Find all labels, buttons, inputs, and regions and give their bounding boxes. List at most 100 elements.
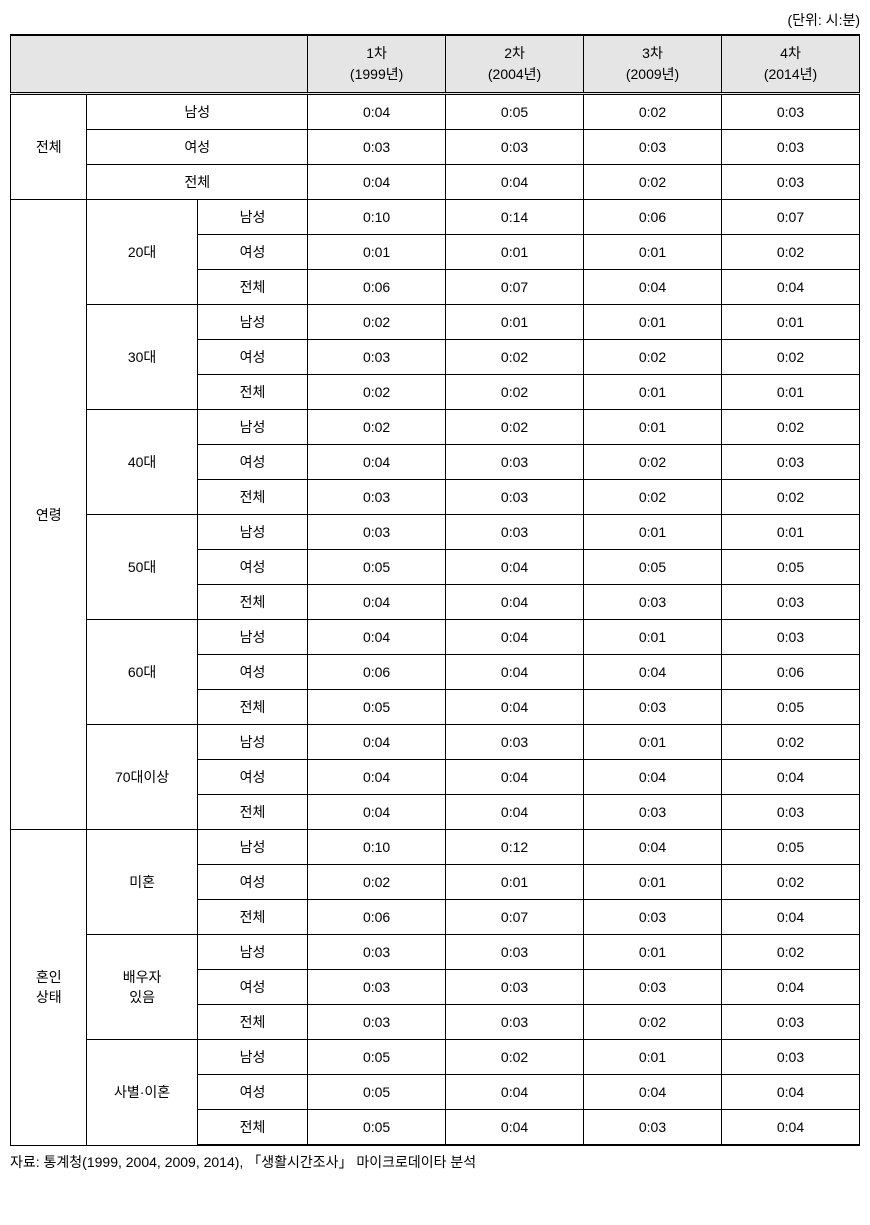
data-cell: 0:01 (584, 305, 722, 340)
data-cell: 0:03 (721, 130, 859, 165)
table-row: 혼인상태 미혼 남성 0:10 0:12 0:04 0:05 (11, 830, 860, 865)
table-row: 전체 남성 0:04 0:05 0:02 0:03 (11, 94, 860, 130)
group-label-marital: 혼인상태 (11, 830, 87, 1146)
header-stub (11, 35, 308, 94)
data-cell: 0:03 (584, 900, 722, 935)
data-cell: 0:03 (308, 970, 446, 1005)
data-cell: 0:03 (308, 935, 446, 970)
data-cell: 0:02 (446, 375, 584, 410)
data-cell: 0:04 (308, 620, 446, 655)
data-cell: 0:04 (721, 1075, 859, 1110)
row-label: 전체 (197, 690, 307, 725)
source-note: 자료: 통계청(1999, 2004, 2009, 2014), 「생활시간조사… (10, 1152, 860, 1172)
header-col4: 4차(2014년) (721, 35, 859, 94)
group-label-age: 연령 (11, 200, 87, 830)
data-cell: 0:05 (584, 550, 722, 585)
data-cell: 0:14 (446, 200, 584, 235)
table-row: 60대 남성 0:04 0:04 0:01 0:03 (11, 620, 860, 655)
row-label: 전체 (87, 165, 308, 200)
row-label: 전체 (197, 795, 307, 830)
data-cell: 0:02 (446, 340, 584, 375)
group-marital: 혼인상태 미혼 남성 0:10 0:12 0:04 0:05 여성 0:02 0… (11, 830, 860, 1146)
data-cell: 0:04 (446, 690, 584, 725)
header-row: 1차(1999년) 2차(2004년) 3차(2009년) 4차(2014년) (11, 35, 860, 94)
data-cell: 0:03 (721, 1005, 859, 1040)
row-label: 여성 (197, 970, 307, 1005)
data-cell: 0:04 (446, 1110, 584, 1146)
subgroup-label: 50대 (87, 515, 197, 620)
row-label: 여성 (197, 340, 307, 375)
row-label: 전체 (197, 375, 307, 410)
row-label: 전체 (197, 1110, 307, 1146)
data-cell: 0:02 (721, 410, 859, 445)
data-cell: 0:03 (721, 94, 859, 130)
row-label: 남성 (197, 305, 307, 340)
subgroup-label: 60대 (87, 620, 197, 725)
data-cell: 0:04 (721, 900, 859, 935)
data-cell: 0:04 (446, 760, 584, 795)
row-label: 여성 (197, 865, 307, 900)
data-cell: 0:02 (584, 480, 722, 515)
data-cell: 0:03 (721, 165, 859, 200)
data-cell: 0:03 (446, 130, 584, 165)
table-row: 70대이상 남성 0:04 0:03 0:01 0:02 (11, 725, 860, 760)
data-cell: 0:05 (308, 1040, 446, 1075)
data-cell: 0:04 (308, 165, 446, 200)
data-cell: 0:03 (721, 795, 859, 830)
data-cell: 0:02 (308, 865, 446, 900)
data-cell: 0:03 (721, 445, 859, 480)
data-cell: 0:02 (308, 410, 446, 445)
row-label: 남성 (197, 620, 307, 655)
data-table: 1차(1999년) 2차(2004년) 3차(2009년) 4차(2014년) … (10, 34, 860, 1146)
row-label: 남성 (87, 94, 308, 130)
group-age: 연령 20대 남성 0:10 0:14 0:06 0:07 여성 0:01 0:… (11, 200, 860, 830)
data-cell: 0:03 (308, 130, 446, 165)
subgroup-label: 40대 (87, 410, 197, 515)
data-cell: 0:03 (584, 130, 722, 165)
row-label: 전체 (197, 270, 307, 305)
subgroup-label: 70대이상 (87, 725, 197, 830)
data-cell: 0:05 (721, 690, 859, 725)
row-label: 여성 (87, 130, 308, 165)
data-cell: 0:01 (446, 235, 584, 270)
data-cell: 0:03 (308, 480, 446, 515)
data-cell: 0:02 (584, 340, 722, 375)
data-cell: 0:03 (446, 725, 584, 760)
data-cell: 0:01 (584, 620, 722, 655)
data-cell: 0:05 (308, 1075, 446, 1110)
row-label: 남성 (197, 410, 307, 445)
data-cell: 0:03 (446, 1005, 584, 1040)
data-cell: 0:03 (446, 970, 584, 1005)
data-cell: 0:03 (721, 585, 859, 620)
data-cell: 0:01 (584, 235, 722, 270)
data-cell: 0:03 (584, 585, 722, 620)
data-cell: 0:10 (308, 830, 446, 865)
data-cell: 0:06 (721, 655, 859, 690)
row-label: 여성 (197, 445, 307, 480)
data-cell: 0:07 (721, 200, 859, 235)
row-label: 전체 (197, 480, 307, 515)
data-cell: 0:01 (308, 235, 446, 270)
data-cell: 0:01 (721, 305, 859, 340)
unit-label: (단위: 시:분) (10, 10, 860, 30)
data-cell: 0:05 (308, 690, 446, 725)
data-cell: 0:04 (446, 655, 584, 690)
data-cell: 0:10 (308, 200, 446, 235)
data-cell: 0:04 (446, 585, 584, 620)
data-cell: 0:02 (584, 445, 722, 480)
data-cell: 0:12 (446, 830, 584, 865)
row-label: 남성 (197, 1040, 307, 1075)
data-cell: 0:04 (446, 795, 584, 830)
data-cell: 0:05 (446, 94, 584, 130)
header-col1: 1차(1999년) (308, 35, 446, 94)
data-cell: 0:03 (446, 515, 584, 550)
data-cell: 0:04 (446, 165, 584, 200)
data-cell: 0:01 (446, 305, 584, 340)
data-cell: 0:04 (721, 970, 859, 1005)
data-cell: 0:02 (308, 375, 446, 410)
data-cell: 0:02 (446, 410, 584, 445)
row-label: 여성 (197, 235, 307, 270)
data-cell: 0:04 (446, 550, 584, 585)
table-row: 30대 남성 0:02 0:01 0:01 0:01 (11, 305, 860, 340)
row-label: 남성 (197, 830, 307, 865)
